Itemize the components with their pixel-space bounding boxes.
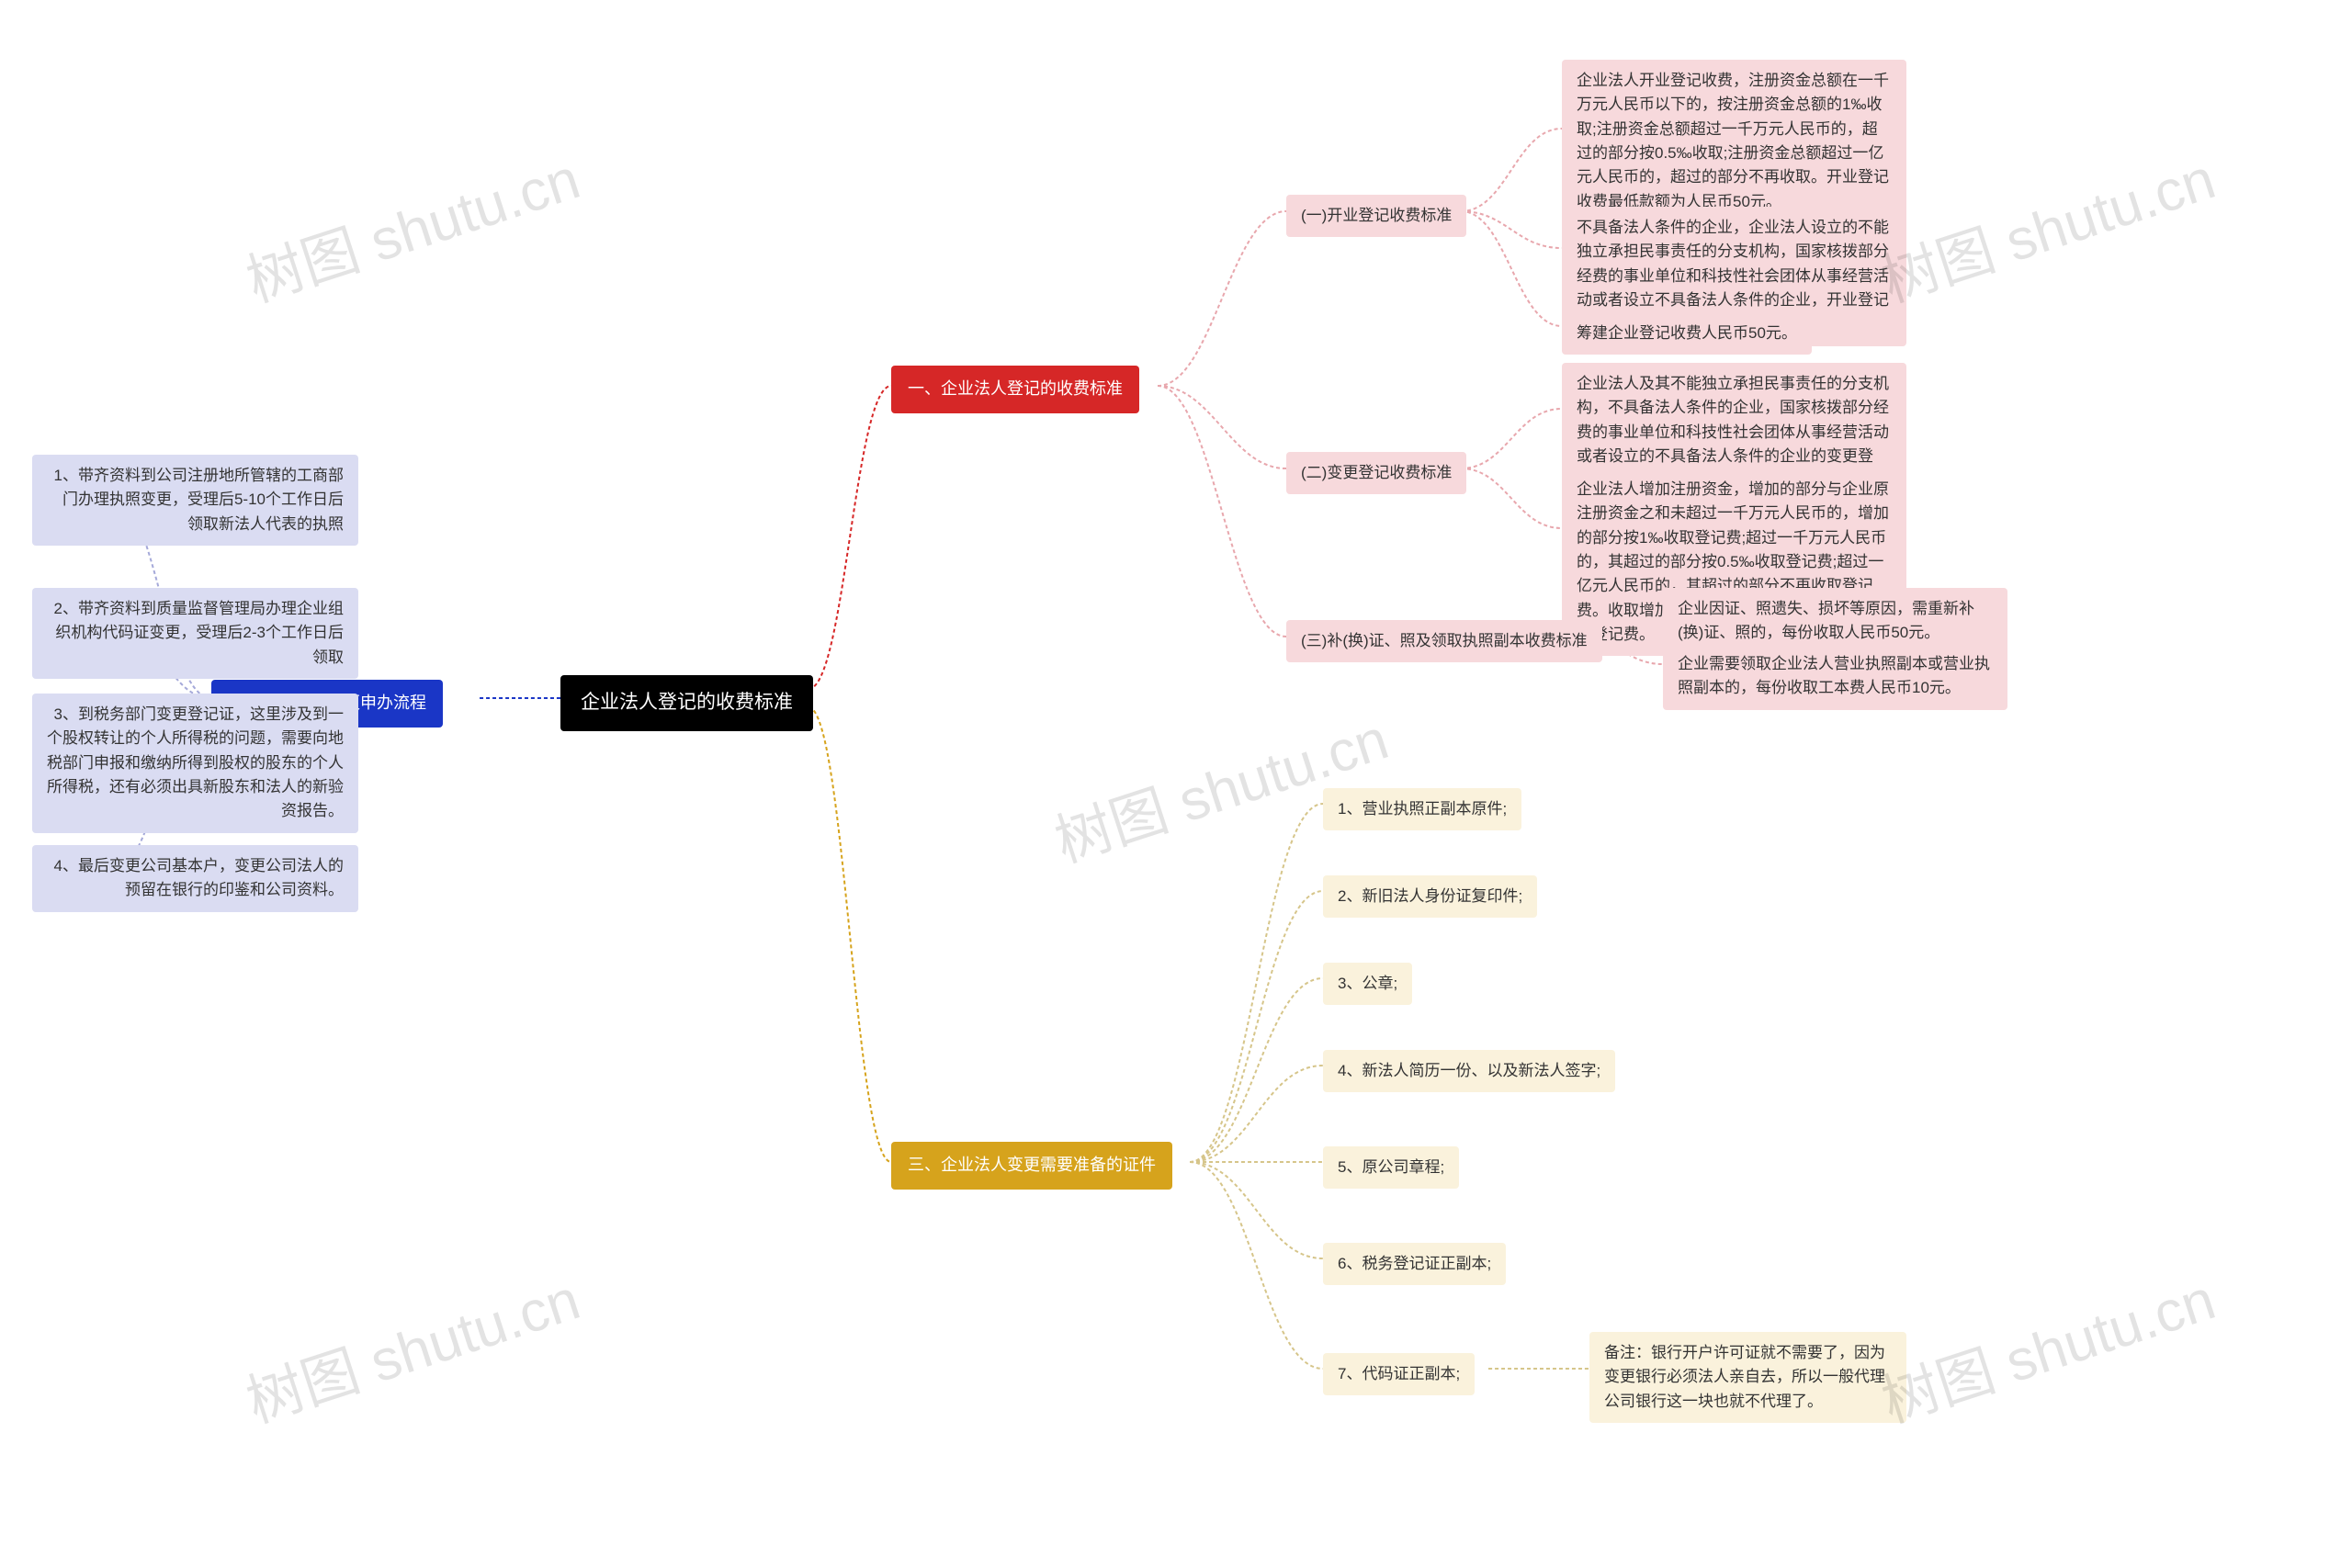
leaf-replace-2: 企业需要领取企业法人营业执照副本或营业执照副本的，每份收取工本费人民币10元。: [1663, 643, 2007, 710]
watermark: 树图 shutu.cn: [1870, 1253, 2223, 1438]
proc-4: 4、最后变更公司基本户，变更公司法人的预留在银行的印鉴和公司资料。: [32, 845, 358, 912]
doc-7: 7、代码证正副本;: [1323, 1353, 1475, 1395]
doc-1: 1、营业执照正副本原件;: [1323, 788, 1521, 830]
watermark: 树图 shutu.cn: [1870, 132, 2223, 318]
doc-7-note: 备注：银行开户许可证就不需要了，因为变更银行必须法人亲自去，所以一般代理公司银行…: [1589, 1332, 1906, 1423]
branch-fees: 一、企业法人登记的收费标准: [891, 366, 1139, 413]
watermark: 树图 shutu.cn: [1043, 693, 1396, 878]
watermark: 树图 shutu.cn: [234, 1253, 588, 1438]
doc-6: 6、税务登记证正副本;: [1323, 1243, 1506, 1285]
branch-docs: 三、企业法人变更需要准备的证件: [891, 1142, 1172, 1190]
proc-1: 1、带齐资料到公司注册地所管辖的工商部门办理执照变更，受理后5-10个工作日后领…: [32, 455, 358, 546]
leaf-open-1: 企业法人开业登记收费，注册资金总额在一千万元人民币以下的，按注册资金总额的1‰收…: [1562, 60, 1906, 223]
sub-replace-fee: (三)补(换)证、照及领取执照副本收费标准: [1286, 620, 1602, 662]
proc-3: 3、到税务部门变更登记证，这里涉及到一个股权转让的个人所得税的问题，需要向地税部…: [32, 694, 358, 833]
doc-2: 2、新旧法人身份证复印件;: [1323, 875, 1537, 918]
leaf-open-3: 筹建企业登记收费人民币50元。: [1562, 312, 1812, 355]
watermark: 树图 shutu.cn: [234, 132, 588, 318]
sub-change-fee: (二)变更登记收费标准: [1286, 452, 1466, 494]
doc-3: 3、公章;: [1323, 963, 1412, 1005]
sub-open-fee: (一)开业登记收费标准: [1286, 195, 1466, 237]
doc-5: 5、原公司章程;: [1323, 1146, 1459, 1189]
proc-2: 2、带齐资料到质量监督管理局办理企业组织机构代码证变更，受理后2-3个工作日后领…: [32, 588, 358, 679]
root-node: 企业法人登记的收费标准: [560, 675, 813, 731]
doc-4: 4、新法人简历一份、以及新法人签字;: [1323, 1050, 1615, 1092]
